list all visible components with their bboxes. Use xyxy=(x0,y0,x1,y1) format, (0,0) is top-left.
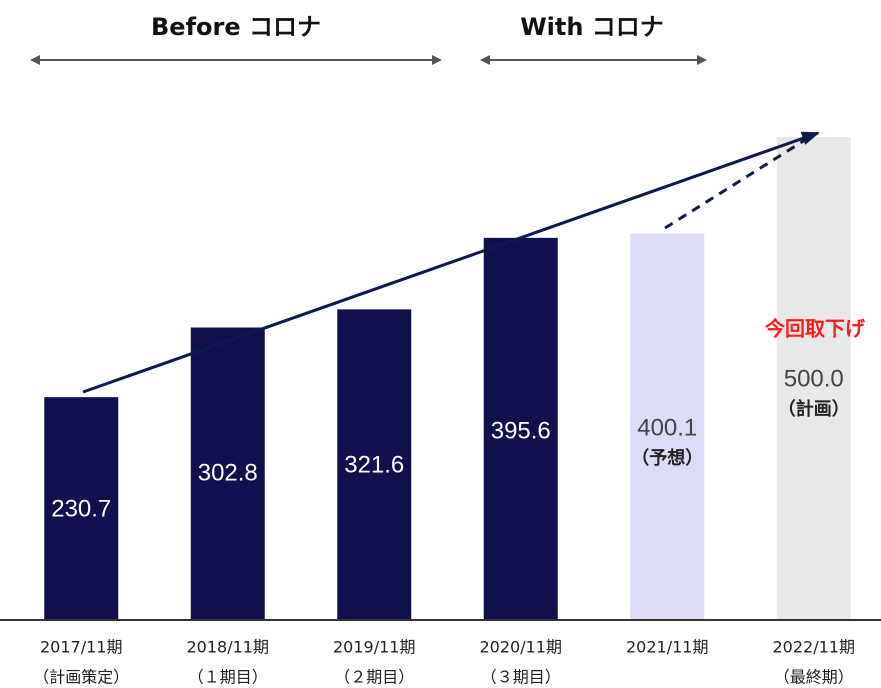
x-tick-label: 2022/11期 xyxy=(773,638,855,657)
x-tick-label: 2021/11期 xyxy=(626,638,708,657)
value-label: 302.8 xyxy=(198,459,258,486)
value-label: 400.1 xyxy=(637,414,697,441)
bar xyxy=(44,397,119,620)
period-label: With コロナ xyxy=(520,13,664,41)
bar xyxy=(190,327,265,620)
trend-arrow xyxy=(82,131,820,394)
x-tick-sublabel: （最終期） xyxy=(774,668,854,687)
bar xyxy=(337,309,412,620)
value-label: 230.7 xyxy=(51,495,111,522)
x-tick-label: 2020/11期 xyxy=(480,638,562,657)
x-tick-label: 2019/11期 xyxy=(333,638,415,657)
value-note: （計画） xyxy=(778,398,850,420)
x-tick-sublabel: （２期目） xyxy=(334,668,414,687)
x-tick-sublabel: （１期目） xyxy=(188,668,268,687)
annotation: 今回取下げ xyxy=(765,317,866,341)
x-tick-label: 2017/11期 xyxy=(40,638,122,657)
value-label: 395.6 xyxy=(491,417,551,444)
bar xyxy=(483,237,558,620)
value-label: 321.6 xyxy=(344,451,404,478)
bar xyxy=(630,233,705,620)
value-label: 500.0 xyxy=(784,365,844,392)
bar xyxy=(776,137,851,620)
value-note: （予想） xyxy=(631,447,703,469)
period-label: Before コロナ xyxy=(151,13,321,41)
x-tick-label: 2018/11期 xyxy=(187,638,269,657)
x-tick-sublabel: （計画策定） xyxy=(33,668,129,687)
trend-dashed xyxy=(664,138,806,230)
x-tick-sublabel: （３期目） xyxy=(481,668,561,687)
